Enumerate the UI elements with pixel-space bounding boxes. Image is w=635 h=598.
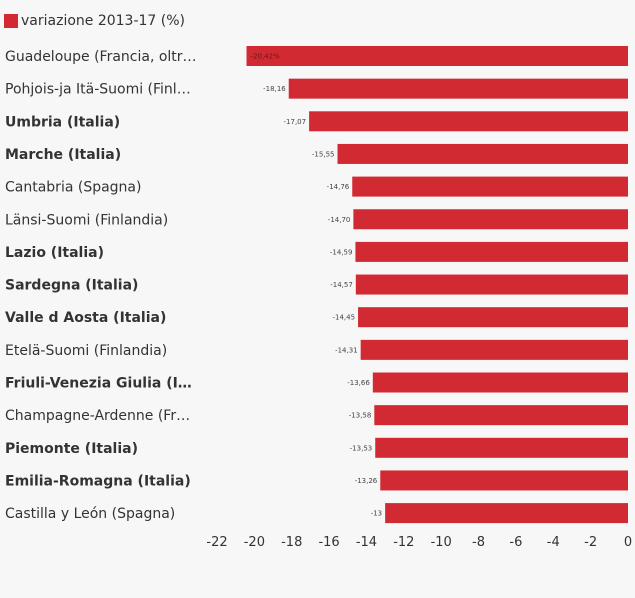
bar[interactable] [355, 274, 628, 295]
x-tick-label: -20 [244, 535, 265, 550]
x-tick-label: -16 [318, 535, 339, 550]
category-label: Friuli-Venezia Giulia (I… [5, 376, 192, 392]
category-label: Länsi-Suomi (Finlandia) [5, 212, 168, 228]
bar[interactable] [309, 111, 628, 132]
bar[interactable] [380, 470, 628, 491]
data-label: -17,07 [284, 118, 307, 126]
data-label: -15,55 [312, 150, 335, 158]
bar[interactable] [353, 209, 628, 230]
category-label: Valle d Aosta (Italia) [5, 310, 166, 326]
category-label: Pohjois-ja Itä-Suomi (Finl… [5, 82, 191, 98]
bar[interactable] [358, 307, 628, 328]
x-tick-label: 0 [624, 535, 632, 550]
bar[interactable] [352, 176, 628, 197]
legend-swatch [4, 14, 18, 28]
bar[interactable] [360, 339, 628, 360]
data-label: -13,66 [347, 379, 370, 387]
category-label: Emilia-Romagna (Italia) [5, 473, 191, 489]
data-label: -14,31 [335, 346, 358, 354]
category-label: Etelä-Suomi (Finlandia) [5, 343, 167, 359]
x-tick-label: -18 [281, 535, 302, 550]
bar[interactable] [288, 78, 628, 99]
data-label: -14,76 [327, 183, 350, 191]
bar[interactable] [385, 503, 628, 524]
bar[interactable] [375, 437, 628, 458]
bar[interactable] [246, 46, 628, 66]
data-label: -14,57 [330, 281, 353, 289]
x-tick-label: -2 [584, 535, 597, 550]
data-label: -14,59 [330, 248, 353, 256]
legend: variazione 2013-17 (%) [4, 12, 185, 30]
x-tick-label: -12 [393, 535, 414, 550]
bar[interactable] [355, 241, 628, 262]
x-tick-label: -10 [431, 535, 452, 550]
data-label: -14,45 [332, 314, 355, 322]
bar[interactable] [372, 372, 628, 393]
category-label: Marche (Italia) [5, 147, 121, 163]
category-label: Castilla y León (Spagna) [5, 506, 175, 522]
category-label: Umbria (Italia) [5, 114, 120, 130]
category-label: Lazio (Italia) [5, 245, 104, 261]
data-label: -14,70 [328, 216, 351, 224]
category-label: Guadeloupe (Francia, oltr… [5, 49, 197, 65]
bar[interactable] [337, 143, 628, 164]
x-tick-label: -4 [547, 535, 560, 550]
data-label: -13,26 [355, 477, 378, 485]
category-label: Cantabria (Spagna) [5, 180, 141, 196]
category-label: Sardegna (Italia) [5, 278, 138, 294]
bar[interactable] [374, 405, 628, 426]
category-label: Champagne-Ardenne (Fr… [5, 408, 190, 424]
x-tick-label: -6 [509, 535, 522, 550]
data-label: -13,58 [349, 412, 372, 420]
data-label: -20,42% [251, 53, 281, 61]
x-tick-label: -22 [206, 535, 227, 550]
x-tick-label: -14 [356, 535, 377, 550]
data-label: -13,53 [350, 444, 373, 452]
category-label: Piemonte (Italia) [5, 441, 138, 457]
legend-label: variazione 2013-17 (%) [21, 13, 186, 29]
x-tick-label: -8 [472, 535, 485, 550]
data-label: -13 [371, 510, 382, 518]
data-label: -18,16 [263, 85, 286, 93]
